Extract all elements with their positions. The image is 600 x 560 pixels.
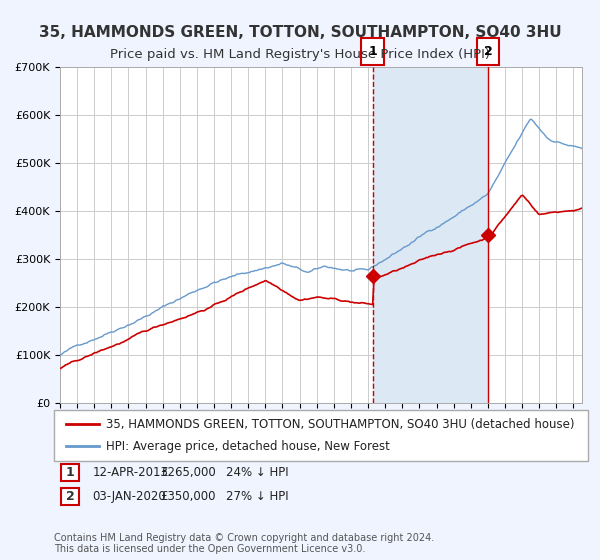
Bar <box>373 67 488 403</box>
Text: 1: 1 <box>66 466 74 479</box>
Text: 27% ↓ HPI: 27% ↓ HPI <box>226 489 289 503</box>
Text: Contains HM Land Registry data © Crown copyright and database right 2024.
This d: Contains HM Land Registry data © Crown c… <box>54 533 434 554</box>
Text: £265,000: £265,000 <box>160 466 216 479</box>
Text: 12-APR-2013: 12-APR-2013 <box>92 466 168 479</box>
Text: 35, HAMMONDS GREEN, TOTTON, SOUTHAMPTON, SO40 3HU: 35, HAMMONDS GREEN, TOTTON, SOUTHAMPTON,… <box>38 25 562 40</box>
Text: Price paid vs. HM Land Registry's House Price Index (HPI): Price paid vs. HM Land Registry's House … <box>110 48 490 60</box>
Text: 1: 1 <box>368 45 377 58</box>
Text: £350,000: £350,000 <box>160 489 216 503</box>
Text: 03-JAN-2020: 03-JAN-2020 <box>92 489 166 503</box>
Text: 35, HAMMONDS GREEN, TOTTON, SOUTHAMPTON, SO40 3HU (detached house): 35, HAMMONDS GREEN, TOTTON, SOUTHAMPTON,… <box>106 418 575 431</box>
Text: 2: 2 <box>66 489 74 503</box>
Text: HPI: Average price, detached house, New Forest: HPI: Average price, detached house, New … <box>106 440 390 453</box>
Text: 2: 2 <box>484 45 493 58</box>
Text: 24% ↓ HPI: 24% ↓ HPI <box>226 466 289 479</box>
